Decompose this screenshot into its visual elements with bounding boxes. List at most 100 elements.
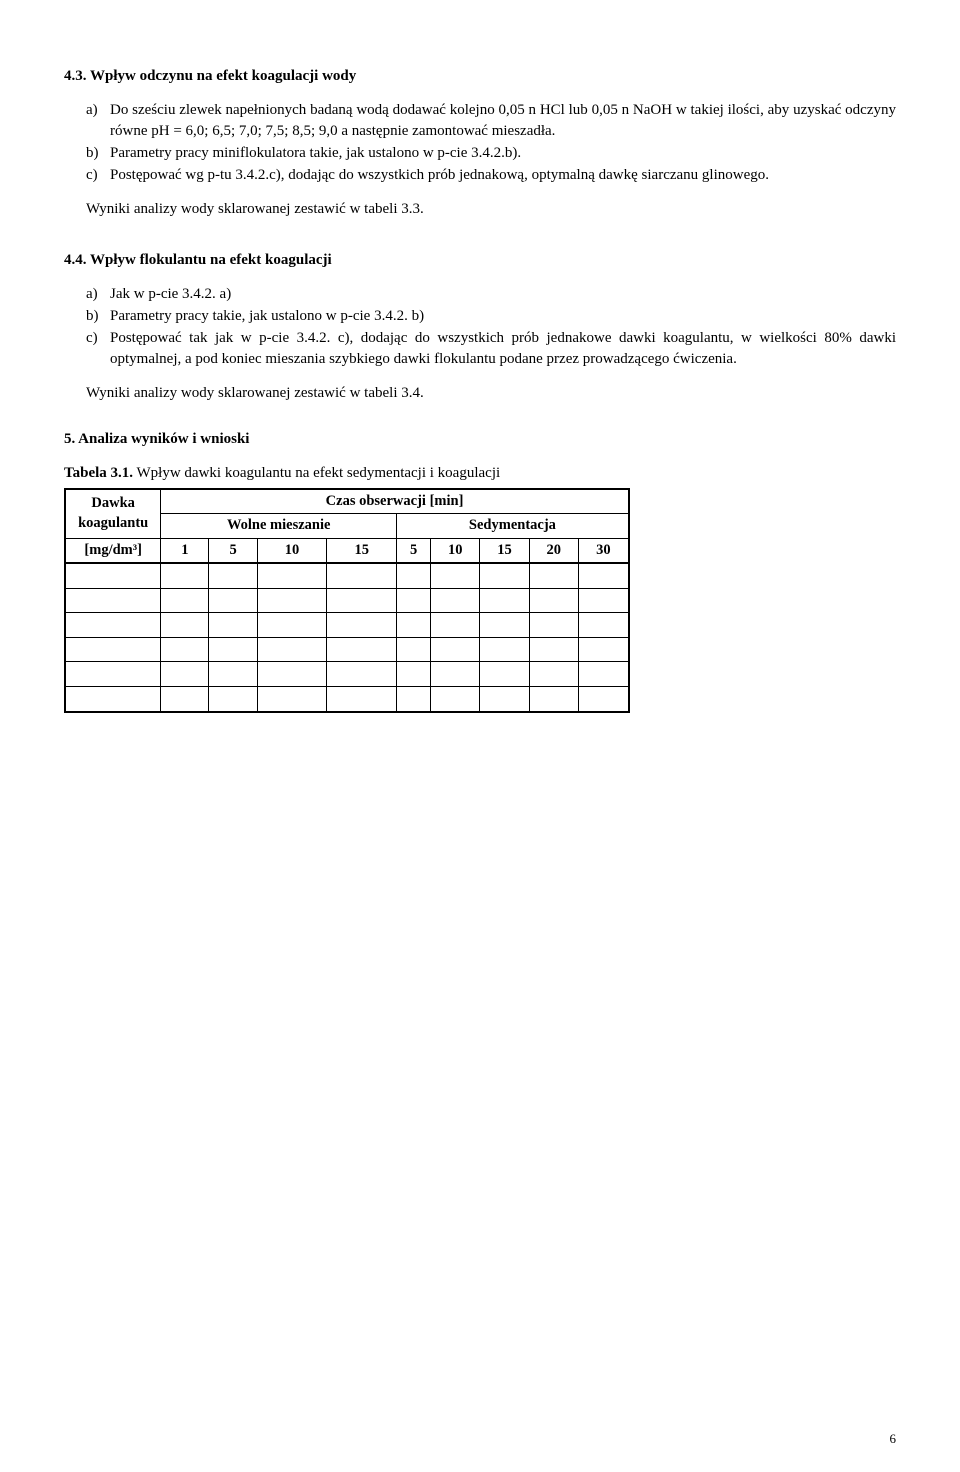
table-cell: [257, 588, 327, 613]
table-cell: [327, 613, 397, 638]
table-caption: Tabela 3.1. Wpływ dawki koagulantu na ef…: [64, 463, 896, 483]
table-cell: [209, 613, 257, 638]
table-cell: [161, 588, 209, 613]
table-cell: [480, 613, 529, 638]
table-caption-rest: Wpływ dawki koagulantu na efekt sedyment…: [133, 465, 500, 481]
table-row: [65, 662, 629, 687]
table-cell: [431, 588, 480, 613]
section-43-list: a)Do sześciu zlewek napełnionych badaną …: [64, 100, 896, 185]
table-cell: [431, 662, 480, 687]
list-marker-c: c): [86, 328, 110, 348]
table-cell: [529, 687, 578, 712]
table-cell: [480, 637, 529, 662]
table-cell: [578, 687, 628, 712]
table-row: [65, 637, 629, 662]
table-cell: [161, 563, 209, 588]
table-cell: [257, 662, 327, 687]
table-cell: [257, 613, 327, 638]
th-s-3: 20: [529, 538, 578, 563]
table-cell: [327, 563, 397, 588]
s44-item-c: c)Postępować tak jak w p-cie 3.4.2. c), …: [110, 328, 896, 369]
table-cell: [327, 588, 397, 613]
table-cell: [327, 687, 397, 712]
table-cell: [578, 637, 628, 662]
th-s-1: 10: [431, 538, 480, 563]
s43-a-text: Do sześciu zlewek napełnionych badaną wo…: [110, 102, 896, 138]
table-cell: [431, 687, 480, 712]
list-marker-b: b): [86, 306, 110, 326]
table-cell: [578, 563, 628, 588]
th-s-4: 30: [578, 538, 628, 563]
table-caption-bold: Tabela 3.1.: [64, 465, 133, 481]
table-cell: [327, 662, 397, 687]
table-cell: [431, 637, 480, 662]
table-cell: [397, 687, 431, 712]
s43-note: Wyniki analizy wody sklarowanej zestawić…: [64, 199, 896, 219]
table-cell: [209, 588, 257, 613]
table-cell: [431, 563, 480, 588]
table-cell: [480, 563, 529, 588]
table-cell: [529, 637, 578, 662]
th-s-0: 5: [397, 538, 431, 563]
table-cell: [480, 687, 529, 712]
th-unit: [mg/dm³]: [65, 538, 161, 563]
table-cell: [65, 563, 161, 588]
table-cell: [397, 613, 431, 638]
s43-item-a: a)Do sześciu zlewek napełnionych badaną …: [110, 100, 896, 141]
table-cell: [65, 687, 161, 712]
table-cell: [529, 563, 578, 588]
table-cell: [529, 662, 578, 687]
table-row: [65, 687, 629, 712]
list-marker-c: c): [86, 165, 110, 185]
table-cell: [65, 662, 161, 687]
th-w-3: 15: [327, 538, 397, 563]
table-cell: [257, 563, 327, 588]
s43-b-text: Parametry pracy miniflokulatora takie, j…: [110, 145, 521, 161]
table-row: [65, 588, 629, 613]
table-cell: [578, 588, 628, 613]
th-czas: Czas obserwacji [min]: [161, 489, 629, 514]
th-w-2: 10: [257, 538, 327, 563]
th-w-1: 5: [209, 538, 257, 563]
th-w-0: 1: [161, 538, 209, 563]
table-cell: [257, 637, 327, 662]
page-number: 6: [890, 1430, 897, 1448]
table-cell: [209, 637, 257, 662]
table-cell: [65, 637, 161, 662]
s44-a-text: Jak w p-cie 3.4.2. a): [110, 286, 231, 302]
table-cell: [578, 613, 628, 638]
table-cell: [397, 662, 431, 687]
table-row: [65, 563, 629, 588]
s43-item-c: c)Postępować wg p-tu 3.4.2.c), dodając d…: [110, 165, 896, 185]
s44-note: Wyniki analizy wody sklarowanej zestawić…: [64, 383, 896, 403]
table-cell: [65, 613, 161, 638]
s43-item-b: b)Parametry pracy miniflokulatora takie,…: [110, 143, 896, 163]
table-cell: [209, 563, 257, 588]
table-cell: [431, 613, 480, 638]
table-row: [65, 613, 629, 638]
s44-item-b: b)Parametry pracy takie, jak ustalono w …: [110, 306, 896, 326]
table-cell: [397, 637, 431, 662]
th-wolne: Wolne mieszanie: [161, 514, 397, 539]
table-cell: [578, 662, 628, 687]
th-s-2: 15: [480, 538, 529, 563]
table-cell: [397, 563, 431, 588]
table-cell: [529, 613, 578, 638]
th-sedym: Sedymentacja: [397, 514, 629, 539]
section-44-heading: 4.4. Wpływ flokulantu na efekt koagulacj…: [64, 250, 896, 270]
table-cell: [480, 662, 529, 687]
table-cell: [161, 662, 209, 687]
th-dawka: Dawka koagulantu: [65, 489, 161, 539]
table-cell: [397, 588, 431, 613]
table-cell: [161, 613, 209, 638]
s44-b-text: Parametry pracy takie, jak ustalono w p-…: [110, 308, 424, 324]
list-marker-a: a): [86, 100, 110, 120]
section-44-list: a)Jak w p-cie 3.4.2. a) b)Parametry prac…: [64, 284, 896, 369]
table-cell: [327, 637, 397, 662]
table-cell: [257, 687, 327, 712]
table-cell: [65, 588, 161, 613]
s44-item-a: a)Jak w p-cie 3.4.2. a): [110, 284, 896, 304]
s43-c-text: Postępować wg p-tu 3.4.2.c), dodając do …: [110, 167, 769, 183]
table-cell: [209, 687, 257, 712]
table-cell: [480, 588, 529, 613]
